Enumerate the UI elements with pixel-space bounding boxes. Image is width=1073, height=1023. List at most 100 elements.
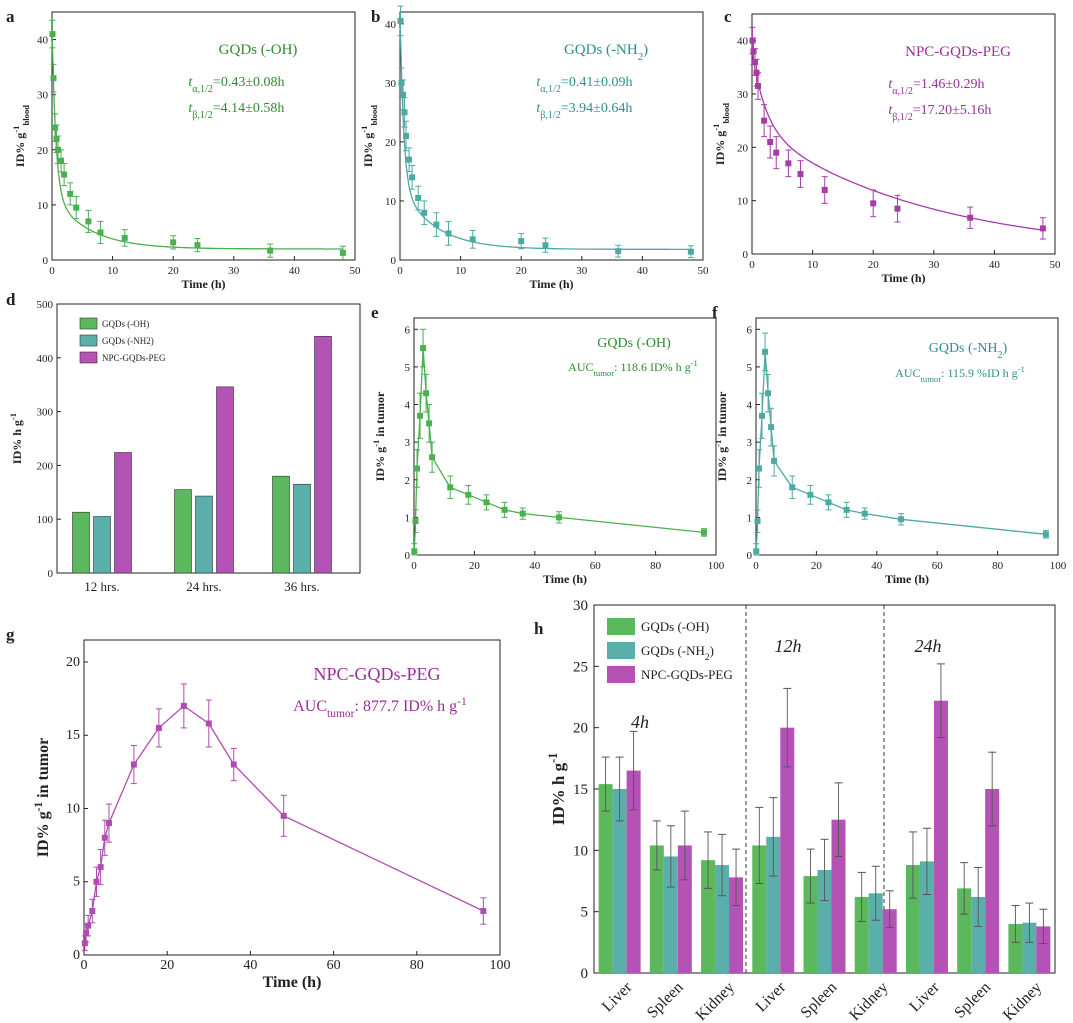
data-point <box>414 465 421 472</box>
text-part: t <box>536 75 541 90</box>
y-axis-label: ID% g-1 in tumor <box>713 391 729 481</box>
data-point <box>58 157 65 164</box>
data-point <box>762 348 769 355</box>
series-name: NPC-GQDs-PEG <box>313 664 440 684</box>
auc-label: AUCtumor: 877.7 ID% h g-1 <box>293 696 467 720</box>
text-part: 20 <box>573 721 588 737</box>
y-tick-label: 2 <box>747 475 753 487</box>
data-point <box>759 412 766 419</box>
data-point <box>81 940 88 947</box>
text-part: 3 <box>405 437 411 449</box>
text-part: g <box>6 625 15 644</box>
y-axis-label: ID% h g-1 <box>8 413 24 464</box>
data-point <box>518 238 525 245</box>
text-part: NPC-GQDs-PEG <box>905 44 1011 60</box>
y-tick-label: 30 <box>385 78 397 90</box>
text-part: 5 <box>73 875 80 890</box>
text-part: 0 <box>747 550 753 562</box>
bar <box>919 861 934 973</box>
text-part: 40 <box>871 560 883 572</box>
bar <box>1022 922 1037 973</box>
text-part: 10 <box>737 196 749 208</box>
y-axis-label: ID% g-1blood <box>359 105 379 167</box>
y-axis-label: ID% h g-1 <box>546 753 568 826</box>
data-point <box>55 146 62 153</box>
text-part: GQDs (-OH) <box>219 42 298 58</box>
y-tick-label: 20 <box>573 721 588 737</box>
text-part: t <box>536 101 541 116</box>
x-tick-label: 0 <box>753 560 759 572</box>
text-part: ID% g <box>713 131 727 165</box>
text-part: 6 <box>405 324 411 336</box>
text-part: 30 <box>385 78 397 90</box>
fit-curve <box>399 27 691 251</box>
data-point <box>426 420 433 427</box>
legend-label: GQDs (-OH) <box>641 619 709 634</box>
text-part: f <box>712 303 718 322</box>
y-tick-label: 5 <box>73 875 80 890</box>
legend-label: GQDs (-OH) <box>102 319 149 329</box>
y-tick-label: 20 <box>737 142 749 154</box>
text-part: 0 <box>743 249 749 261</box>
text-part: 10 <box>807 259 819 271</box>
plot-frame <box>751 13 1056 255</box>
x-tick-label: 0 <box>49 265 55 277</box>
text-part: 80 <box>410 958 424 973</box>
text-part: 40 <box>385 19 397 31</box>
data-point <box>205 720 212 727</box>
data-point <box>85 922 92 929</box>
text-part: 30 <box>228 265 240 277</box>
data-point <box>49 31 56 38</box>
text-part: AUC <box>568 360 593 374</box>
text-part: Time (h) <box>263 974 322 991</box>
x-category-label: Liver <box>599 978 636 1015</box>
bar <box>971 896 986 973</box>
data-point <box>749 37 756 44</box>
data-point <box>861 510 868 517</box>
legend-label: GQDs (-NH2) <box>641 643 714 663</box>
plot-frame <box>83 639 501 956</box>
bar <box>114 452 132 574</box>
x-category-label: Spleen <box>951 979 994 1022</box>
text-part: 20 <box>516 265 528 277</box>
data-point <box>700 529 707 536</box>
text-part: blood <box>721 103 731 124</box>
text-part: in tumor <box>35 738 52 802</box>
bar <box>868 893 883 973</box>
text-part: d <box>6 290 16 309</box>
y-tick-label: 40 <box>37 35 49 47</box>
plot-frame <box>413 317 717 556</box>
x-tick-label: 20 <box>868 259 880 271</box>
bar <box>598 784 613 973</box>
data-point <box>1039 225 1046 232</box>
data-point <box>754 518 761 525</box>
text-part: 5 <box>747 362 753 374</box>
bar <box>715 865 730 973</box>
legend-swatch <box>79 351 98 364</box>
text-part: 50 <box>350 265 362 277</box>
text-part: α,1/2 <box>540 84 561 95</box>
data-point <box>1042 531 1049 538</box>
text-part: 30 <box>573 598 588 614</box>
x-tick-label: 80 <box>650 560 662 572</box>
text-part: tumor <box>327 708 355 720</box>
legend-swatch <box>79 317 98 330</box>
text-part: NPC-GQDs-PEG <box>313 664 440 684</box>
bar <box>766 836 781 973</box>
data-point <box>752 59 759 65</box>
data-point <box>97 864 104 871</box>
data-point <box>411 548 418 555</box>
text-part: ID% h g <box>10 420 24 464</box>
series-name: GQDs (-NH2) <box>929 341 1008 361</box>
data-point <box>180 702 187 709</box>
bar <box>831 819 846 973</box>
data-point <box>753 548 760 555</box>
text-part: 100 <box>1050 560 1067 572</box>
t-alpha: tα,1/2=1.46±0.29h <box>888 77 984 97</box>
data-point <box>406 156 413 163</box>
text-part: 5 <box>581 905 589 921</box>
data-point <box>85 218 92 225</box>
text-part: 36 hrs. <box>284 579 319 594</box>
text-part: Time (h) <box>881 271 925 285</box>
series-name: GQDs (-OH) <box>597 336 671 351</box>
